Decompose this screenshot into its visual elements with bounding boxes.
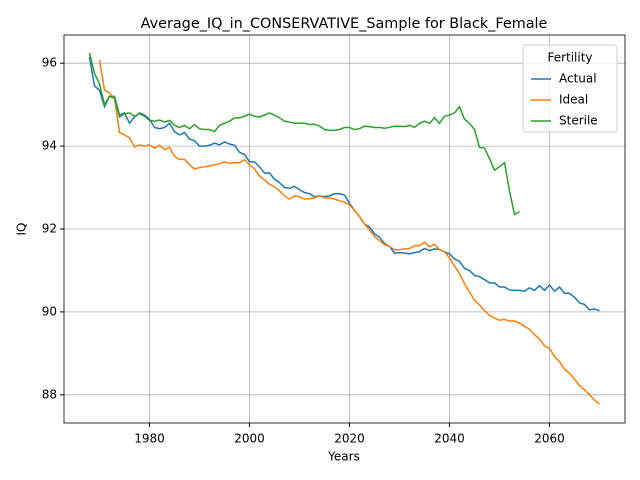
series-line <box>88 56 600 312</box>
y-tick-label: 90 <box>42 304 57 318</box>
y-tick-label: 94 <box>42 139 57 153</box>
x-tick-label: 2040 <box>434 432 465 446</box>
y-axis-label: IQ <box>15 223 29 236</box>
chart-title: Average_IQ_in_CONSERVATIVE_Sample for Bl… <box>141 16 548 32</box>
legend-label: Actual <box>559 72 597 86</box>
x-tick-label: 2000 <box>234 432 265 446</box>
x-tick-label: 2060 <box>534 432 565 446</box>
plot-frame <box>63 34 626 424</box>
legend-label: Ideal <box>559 93 588 107</box>
legend-box <box>522 44 618 133</box>
y-tick-label: 92 <box>42 222 57 236</box>
x-tick-label: 2020 <box>334 432 365 446</box>
legend-label: Sterile <box>559 114 598 128</box>
y-tick-label: 96 <box>42 56 57 70</box>
y-tick-label: 88 <box>42 387 57 401</box>
x-tick-label: 1980 <box>134 432 165 446</box>
legend-title: Fertility <box>547 51 592 65</box>
series-line <box>98 60 600 405</box>
x-axis-label: Years <box>327 450 360 464</box>
series-line <box>88 52 520 216</box>
